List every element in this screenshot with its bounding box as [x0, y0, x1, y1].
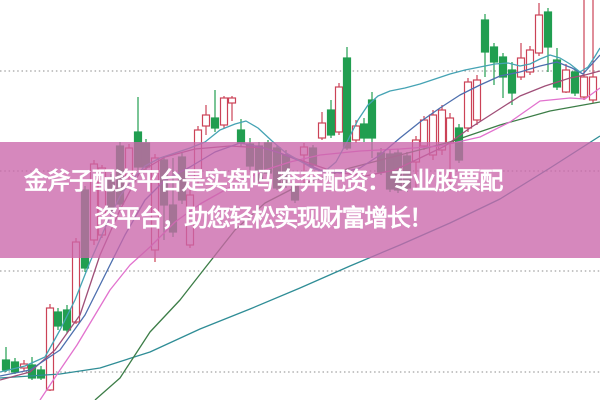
candle-body: [219, 97, 229, 126]
candle-body: [201, 114, 211, 127]
candle-body: [359, 123, 369, 139]
candle-body: [472, 79, 482, 121]
candle-body: [227, 97, 237, 104]
candle-up-red: [317, 112, 327, 140]
candle-up-red: [588, 0, 598, 103]
candle-body: [334, 86, 344, 133]
candle-up-red: [472, 75, 482, 125]
candle-body: [342, 57, 352, 149]
candle-body: [570, 71, 580, 94]
promo-line-1: 金斧子配资平台是实盘吗 奔奔配资：专业股票配: [24, 168, 503, 195]
candle-up-red: [334, 83, 344, 135]
candle-body: [62, 309, 72, 331]
candle-up-red: [201, 105, 211, 135]
candle-down-green: [210, 90, 220, 132]
candle-body: [489, 46, 499, 63]
candle-body: [367, 99, 377, 139]
candle-body: [445, 117, 455, 144]
candle-up-red: [534, 3, 544, 56]
candle-down-green: [53, 308, 63, 330]
candle-down-green: [36, 366, 46, 380]
candle-body: [579, 76, 589, 98]
candle-down-green: [359, 118, 369, 142]
candle-body: [326, 109, 336, 136]
candle-body: [351, 125, 361, 141]
candle-down-green: [62, 305, 72, 333]
candle-body: [507, 69, 517, 94]
candle-up-red: [227, 96, 237, 121]
candle-body: [1, 359, 11, 371]
promo-text: 金斧子配资平台是实盘吗 奔奔配资：专业股票配 资平台，助您轻松实现财富增长！: [0, 163, 600, 237]
candle-body: [27, 364, 37, 379]
candle-body: [498, 56, 508, 78]
candle-body: [525, 49, 535, 73]
promo-banner: 金斧子配资平台是实盘吗 奔奔配资：专业股票配 资平台，助您轻松实现财富增长！: [0, 142, 600, 258]
candle-up-red: [579, 0, 589, 100]
candle-body: [36, 369, 46, 379]
candle-down-green: [552, 48, 562, 90]
candle-up-red: [516, 43, 526, 80]
candle-up-red: [463, 78, 473, 132]
candle-body: [543, 11, 553, 48]
candle-down-green: [507, 62, 517, 105]
candle-body: [516, 57, 526, 78]
candle-body: [588, 76, 598, 101]
promo-line-2: 资平台，助您轻松实现财富增长！: [94, 205, 433, 232]
candle-body: [10, 361, 20, 373]
candle-body: [552, 59, 562, 88]
candle-up-red: [525, 46, 535, 75]
candle-down-green: [570, 68, 580, 96]
candle-body: [53, 311, 63, 327]
candle-body: [463, 81, 473, 129]
candle-down-green: [543, 8, 553, 72]
candle-down-green: [326, 100, 336, 138]
candle-body: [534, 14, 544, 54]
candle-body: [210, 117, 220, 129]
candle-down-green: [342, 47, 352, 150]
candle-body: [561, 69, 571, 93]
candle-body: [317, 122, 327, 139]
candle-body: [480, 19, 490, 53]
candle-up-red: [219, 96, 229, 128]
